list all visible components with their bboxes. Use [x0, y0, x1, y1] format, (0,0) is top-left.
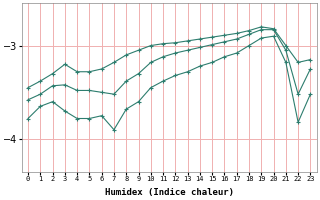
- X-axis label: Humidex (Indice chaleur): Humidex (Indice chaleur): [105, 188, 234, 197]
